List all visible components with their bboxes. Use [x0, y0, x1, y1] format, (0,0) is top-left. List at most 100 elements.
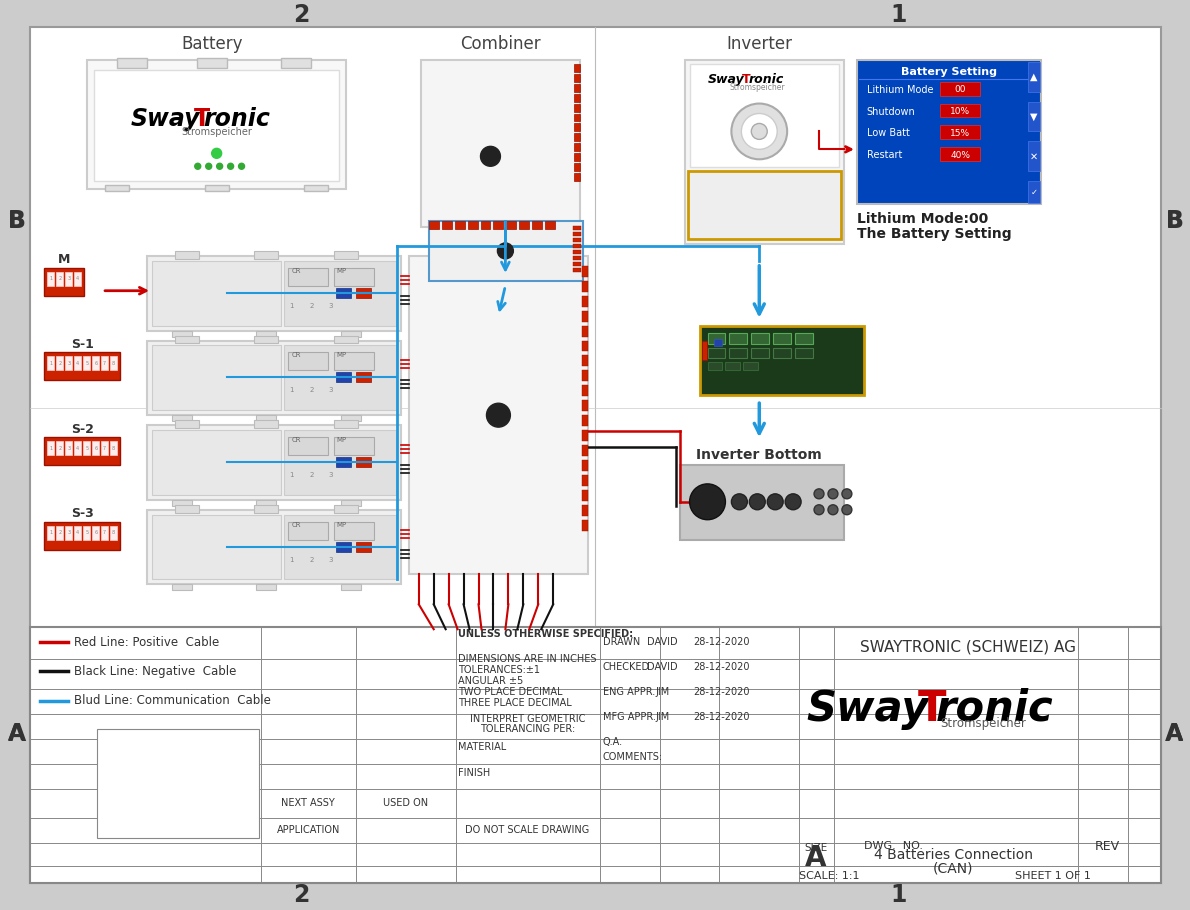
Bar	[574, 226, 581, 230]
Text: A: A	[7, 722, 26, 746]
Text: ronic: ronic	[203, 107, 270, 131]
Circle shape	[497, 243, 513, 258]
Bar	[175, 505, 199, 512]
Bar	[255, 420, 278, 428]
Bar	[481, 221, 490, 229]
Text: 4 Batteries Connection: 4 Batteries Connection	[873, 848, 1033, 863]
Circle shape	[481, 147, 501, 167]
Bar	[44, 352, 120, 380]
Text: The Battery Setting: The Battery Setting	[857, 227, 1012, 241]
Text: REV: REV	[1095, 840, 1120, 853]
Text: MP: MP	[336, 268, 346, 274]
Text: S-3: S-3	[71, 507, 94, 521]
Circle shape	[750, 494, 765, 510]
Bar	[795, 349, 813, 359]
Bar	[574, 153, 580, 161]
Text: JIM: JIM	[656, 687, 670, 697]
Bar	[148, 510, 401, 584]
Bar	[708, 332, 726, 345]
Text: Inverter: Inverter	[726, 35, 793, 53]
Bar	[428, 221, 439, 229]
Bar	[356, 372, 371, 382]
Bar	[83, 357, 90, 370]
Bar	[92, 526, 99, 540]
Bar	[684, 60, 844, 244]
Text: Low Batt: Low Batt	[866, 128, 909, 138]
Text: ✕: ✕	[1031, 151, 1038, 161]
Bar	[284, 261, 396, 326]
Circle shape	[732, 494, 747, 510]
Text: 2: 2	[309, 472, 313, 478]
Text: A: A	[806, 844, 827, 872]
Text: Lithium Mode: Lithium Mode	[866, 85, 933, 95]
Bar	[574, 124, 580, 131]
Bar	[574, 268, 581, 272]
Text: Stromspeicher: Stromspeicher	[181, 127, 252, 137]
Circle shape	[751, 124, 768, 139]
Bar	[83, 441, 90, 455]
Bar	[582, 385, 588, 396]
Text: UNLESS OTHERWISE SPECIFIED:: UNLESS OTHERWISE SPECIFIED:	[458, 629, 633, 639]
Bar	[334, 420, 358, 428]
Bar	[428, 221, 583, 281]
Text: 3: 3	[68, 361, 70, 366]
Text: 5: 5	[86, 361, 88, 366]
Text: CR: CR	[292, 352, 301, 359]
Bar	[574, 104, 580, 112]
Text: 5: 5	[86, 446, 88, 450]
Bar	[336, 372, 351, 382]
Text: MP: MP	[336, 437, 346, 443]
Bar	[101, 526, 108, 540]
Bar	[87, 60, 346, 189]
Text: 1: 1	[890, 883, 907, 907]
Bar	[288, 521, 328, 540]
Text: 6: 6	[94, 446, 98, 450]
Text: 3: 3	[328, 303, 333, 308]
Text: TWO PLACE DECIMAL: TWO PLACE DECIMAL	[458, 687, 562, 697]
Text: B: B	[8, 211, 25, 231]
Text: 28-12-2020: 28-12-2020	[694, 687, 750, 697]
Bar	[281, 57, 312, 67]
Bar	[356, 457, 371, 467]
Bar	[148, 256, 401, 330]
Bar	[582, 520, 588, 531]
Bar	[468, 221, 477, 229]
Text: TOLERANCES:±1: TOLERANCES:±1	[458, 665, 539, 675]
Bar	[751, 349, 769, 359]
Text: A: A	[8, 723, 25, 743]
Bar	[1028, 62, 1040, 92]
Bar	[574, 262, 581, 266]
Bar	[152, 430, 281, 495]
Bar	[582, 415, 588, 426]
Circle shape	[814, 489, 823, 499]
Bar	[334, 336, 358, 343]
Text: DWG.  NO.: DWG. NO.	[864, 841, 922, 851]
Text: WITHOUT THE WRITTEN PERMISSION OF: WITHOUT THE WRITTEN PERMISSION OF	[99, 781, 252, 790]
Text: 28-12-2020: 28-12-2020	[694, 662, 750, 672]
Text: THE INFORMATION CONTAINED IN THIS: THE INFORMATION CONTAINED IN THIS	[99, 741, 248, 750]
Text: 7: 7	[104, 361, 106, 366]
Bar	[334, 268, 374, 286]
Bar	[65, 272, 73, 286]
Text: TOLERANCING PER:: TOLERANCING PER:	[480, 723, 575, 733]
Text: 6: 6	[94, 531, 98, 535]
Bar	[356, 288, 371, 298]
Bar	[74, 272, 81, 286]
Text: THREE PLACE DECIMAL: THREE PLACE DECIMAL	[458, 698, 571, 708]
Bar	[148, 340, 401, 415]
Text: REPRODUCTION IN PART OR AS A WHOLE: REPRODUCTION IN PART OR AS A WHOLE	[99, 771, 256, 780]
Text: ▲: ▲	[1031, 72, 1038, 82]
Text: 4: 4	[76, 361, 80, 366]
Bar	[171, 584, 192, 591]
Text: NEXT ASSY: NEXT ASSY	[281, 798, 336, 808]
Bar	[284, 515, 396, 580]
Text: Stromspeicher: Stromspeicher	[940, 717, 1026, 731]
Bar	[284, 430, 396, 495]
Bar	[574, 144, 580, 151]
Bar	[334, 521, 374, 540]
Text: 2: 2	[58, 361, 62, 366]
Circle shape	[828, 489, 838, 499]
Bar	[574, 84, 580, 92]
Bar	[582, 445, 588, 456]
Bar	[574, 64, 580, 72]
